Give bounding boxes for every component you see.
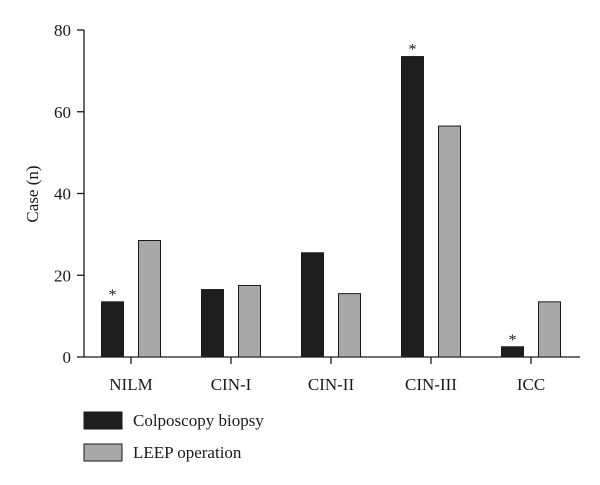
bar-leep-operation-cin-ii bbox=[338, 293, 361, 358]
bar-colposcopy-biopsy-cin-iii bbox=[401, 56, 424, 358]
legend-swatch bbox=[83, 443, 123, 462]
y-axis-label: Case (n) bbox=[23, 165, 42, 222]
bar-leep-operation-cin-iii bbox=[438, 125, 461, 358]
y-tick-label: 40 bbox=[54, 185, 71, 204]
significance-marker: * bbox=[509, 332, 517, 349]
y-tick-label: 20 bbox=[54, 266, 71, 285]
x-tick-label: CIN-I bbox=[211, 375, 252, 394]
x-tick-label: CIN-III bbox=[405, 375, 457, 394]
y-tick-label: 60 bbox=[54, 103, 71, 122]
significance-marker: * bbox=[409, 42, 417, 59]
x-axis: NILM CIN-I CIN-II CIN-III ICC bbox=[84, 356, 580, 394]
legend-label: LEEP operation bbox=[133, 443, 242, 462]
bar-leep-operation-nilm bbox=[138, 240, 161, 358]
x-tick-label: ICC bbox=[517, 375, 545, 394]
bar-colposcopy-biopsy-cin-i bbox=[201, 289, 224, 358]
legend: Colposcopy biopsy LEEP operation bbox=[83, 411, 264, 462]
bar-leep-operation-cin-i bbox=[238, 284, 261, 358]
bars bbox=[101, 56, 561, 358]
significance-marker: * bbox=[109, 287, 117, 304]
legend-label: Colposcopy biopsy bbox=[133, 411, 264, 430]
y-tick-label: 80 bbox=[54, 21, 71, 40]
x-tick-label: NILM bbox=[109, 375, 152, 394]
bar-colposcopy-biopsy-nilm bbox=[101, 301, 124, 358]
y-tick-label: 0 bbox=[63, 348, 72, 367]
bar-leep-operation-icc bbox=[538, 301, 561, 358]
x-tick-label: CIN-II bbox=[308, 375, 355, 394]
y-axis: 0 20 40 60 80 bbox=[54, 21, 85, 367]
legend-swatch bbox=[83, 411, 123, 430]
annotations: * * * bbox=[109, 42, 517, 349]
bar-colposcopy-biopsy-cin-ii bbox=[301, 252, 324, 358]
bar-colposcopy-biopsy-icc bbox=[501, 346, 524, 358]
